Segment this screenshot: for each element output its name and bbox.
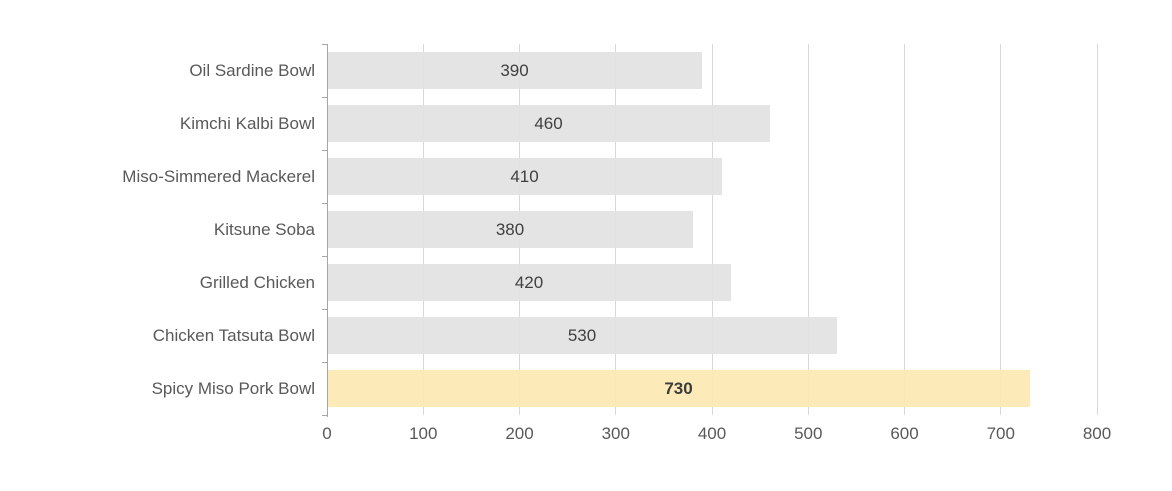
category-label: Oil Sardine Bowl <box>189 61 315 80</box>
bar: 420 <box>327 264 731 301</box>
gridline <box>807 44 809 415</box>
x-tick-label: 100 <box>409 424 438 443</box>
category-label: Chicken Tatsuta Bowl <box>152 326 315 345</box>
category-axis-tick <box>322 415 327 416</box>
bar: 390 <box>327 52 702 89</box>
category-axis-tick <box>322 203 327 204</box>
value-label: 420 <box>514 273 544 292</box>
bar: 410 <box>327 158 722 195</box>
category-axis-tick <box>322 44 327 45</box>
category-label: Spicy Miso Pork Bowl <box>151 379 315 398</box>
category-axis-tick <box>322 256 327 257</box>
value-label: 460 <box>534 114 563 133</box>
value-label: 410 <box>510 167 539 186</box>
x-tick-label: 500 <box>794 424 823 443</box>
gridline <box>1000 44 1002 415</box>
x-tick-label: 600 <box>890 424 919 443</box>
category-axis-tick <box>322 362 327 363</box>
bar: 380 <box>327 211 693 248</box>
gridline <box>711 44 713 415</box>
bar-highlighted: 730 <box>327 370 1030 407</box>
category-label: Kimchi Kalbi Bowl <box>179 114 315 133</box>
value-label: 530 <box>567 326 597 345</box>
category-label: Miso-Simmered Mackerel <box>122 167 315 186</box>
gridline <box>1096 44 1098 415</box>
category-axis-line <box>327 44 328 417</box>
x-tick-label: 400 <box>697 424 727 443</box>
plot-area: 390 460 410 380 420 530 730 <box>322 44 1098 417</box>
gridline <box>904 44 905 415</box>
category-label: Grilled Chicken <box>199 273 315 292</box>
value-label: 730 <box>664 379 693 398</box>
x-tick-label: 800 <box>1082 424 1112 443</box>
category-axis-tick <box>322 309 327 310</box>
x-tick-label: 700 <box>986 424 1015 443</box>
category-label: Kitsune Soba <box>213 220 315 239</box>
x-tick-label: 0 <box>322 424 332 443</box>
bar: 460 <box>327 105 770 142</box>
x-tick-label: 300 <box>601 424 630 443</box>
value-label: 380 <box>495 220 525 239</box>
bar: 530 <box>327 317 837 354</box>
category-axis-tick <box>322 150 327 151</box>
value-label: 390 <box>500 61 529 80</box>
category-axis-tick <box>322 97 327 98</box>
x-tick-label: 200 <box>505 424 534 443</box>
